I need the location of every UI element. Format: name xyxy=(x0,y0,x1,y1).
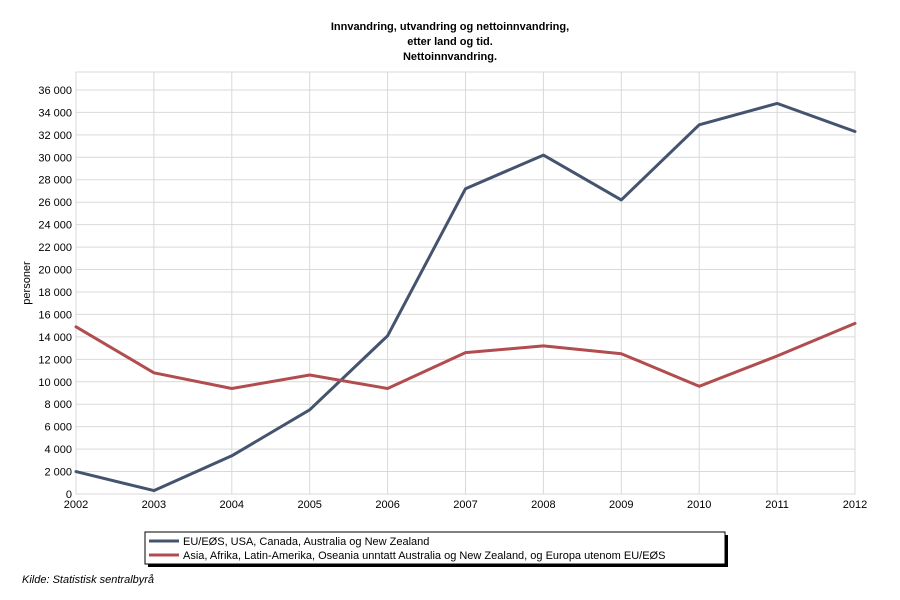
y-tick-label: 34 000 xyxy=(38,107,72,119)
x-tick-label: 2011 xyxy=(765,499,789,511)
y-tick-label: 28 000 xyxy=(38,175,72,187)
plot-area xyxy=(75,71,856,495)
y-axis: 0 2 000 4 000 6 000 8 000 10 000 12 000 14 000 1… xyxy=(38,85,72,501)
legend: EU/EØS, USA, Canada, Australia og New Ze… xyxy=(144,531,728,567)
legend-box xyxy=(144,531,726,565)
y-tick-label: 26 000 xyxy=(38,197,72,209)
x-tick-label: 2002 xyxy=(64,499,88,511)
chart-title-line: Nettoinnvandring. xyxy=(403,51,497,63)
x-tick-label: 2004 xyxy=(220,499,244,511)
chart-title-line: Innvandring, utvandring og nettoinnvandr… xyxy=(331,21,569,33)
chart-title: Innvandring, utvandring og nettoinnvandr… xyxy=(331,21,569,63)
y-tick-label: 8 000 xyxy=(44,399,72,411)
y-tick-label: 10 000 xyxy=(38,377,72,389)
y-tick-label: 14 000 xyxy=(38,332,72,344)
y-tick-label: 24 000 xyxy=(38,220,72,232)
x-tick-label: 2006 xyxy=(375,499,399,511)
chart-title-line: etter land og tid. xyxy=(407,36,493,48)
y-tick-label: 32 000 xyxy=(38,130,72,142)
y-tick-label: 36 000 xyxy=(38,85,72,97)
legend-entry: Asia, Afrika, Latin-Amerika, Oseania unn… xyxy=(183,550,665,562)
y-tick-label: 2 000 xyxy=(44,467,72,479)
y-tick-label: 4 000 xyxy=(44,444,72,456)
series-line-1 xyxy=(74,101,857,493)
series-line-2 xyxy=(74,321,857,390)
x-tick-label: 2005 xyxy=(297,499,321,511)
y-tick-label: 0 xyxy=(66,489,72,501)
x-tick-label: 2012 xyxy=(843,499,867,511)
y-tick-label: 6 000 xyxy=(44,422,72,434)
x-axis: 2002 2003 2004 2005 2006 2007 2008 2009 2010 2011… xyxy=(64,499,867,511)
y-tick-label: 22 000 xyxy=(38,242,72,254)
y-tick-label: 12 000 xyxy=(38,354,72,366)
series xyxy=(74,101,857,493)
y-tick-label: 30 000 xyxy=(38,152,72,164)
y-tick-label: 16 000 xyxy=(38,309,72,321)
x-tick-label: 2003 xyxy=(142,499,166,511)
x-tick-label: 2010 xyxy=(687,499,711,511)
x-tick-label: 2008 xyxy=(531,499,555,511)
y-axis-label: personer xyxy=(21,261,33,305)
x-tick-label: 2007 xyxy=(453,499,477,511)
grid xyxy=(75,72,856,495)
x-tick-label: 2009 xyxy=(609,499,633,511)
source-note: Kilde: Statistisk sentralbyrå xyxy=(22,574,154,586)
legend-entry: EU/EØS, USA, Canada, Australia og New Ze… xyxy=(183,536,429,548)
y-tick-label: 18 000 xyxy=(38,287,72,299)
y-tick-label: 20 000 xyxy=(38,265,72,277)
